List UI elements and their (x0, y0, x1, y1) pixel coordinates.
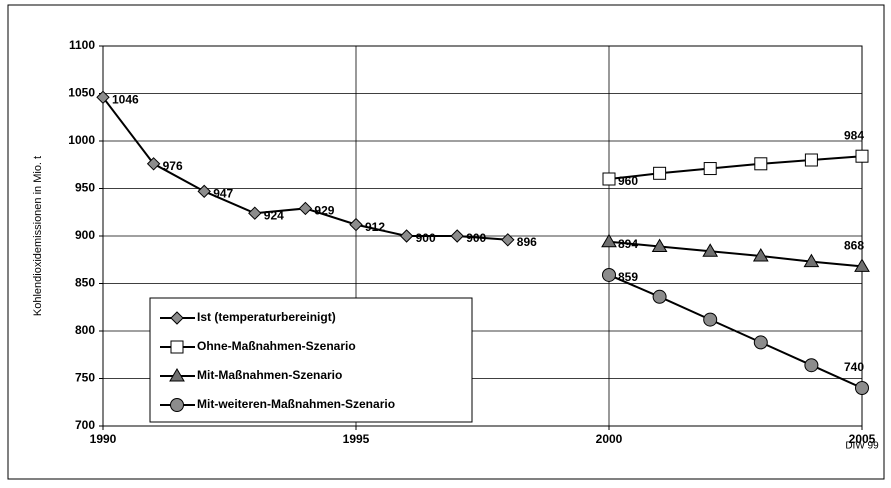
y-tick-label: 800 (75, 323, 95, 337)
marker (855, 381, 869, 395)
marker (602, 267, 616, 282)
legend-label: Mit-Maßnahmen-Szenario (197, 368, 342, 382)
marker (804, 358, 819, 373)
data-label: 900 (466, 231, 486, 245)
x-tick-label: 1995 (343, 432, 370, 446)
data-label: 740 (844, 360, 864, 374)
series-line (608, 155, 863, 180)
data-label: 868 (844, 239, 864, 253)
marker (170, 311, 184, 325)
marker (703, 162, 717, 176)
marker (298, 201, 313, 216)
y-tick-label: 950 (75, 181, 95, 195)
marker (854, 258, 870, 272)
marker (652, 289, 667, 304)
marker (754, 157, 768, 171)
x-tick-label: 2005 (849, 432, 876, 446)
marker (197, 184, 211, 199)
marker (170, 398, 184, 412)
marker (651, 238, 668, 252)
y-tick-label: 1050 (68, 86, 95, 100)
data-label: 976 (163, 159, 183, 173)
y-tick-label: 850 (75, 276, 95, 290)
marker (753, 335, 768, 350)
marker (169, 368, 185, 382)
marker (399, 229, 414, 243)
data-label: 947 (213, 187, 233, 201)
source-note: DIW 99 (845, 441, 879, 452)
legend-label: Ist (temperaturbereinigt) (197, 310, 336, 324)
data-label: 960 (618, 174, 638, 188)
y-tick-label: 750 (75, 371, 95, 385)
data-label: 894 (618, 237, 638, 251)
marker (349, 217, 363, 232)
marker (248, 206, 262, 220)
data-label: 924 (264, 208, 284, 222)
x-tick-label: 1990 (90, 432, 117, 446)
y-axis-label: Kohlendioxidemissionen in Mio. t (32, 156, 44, 316)
series-line (608, 274, 863, 389)
marker (752, 247, 769, 262)
series-line (608, 240, 863, 268)
marker (601, 233, 617, 248)
data-label: 900 (416, 231, 436, 245)
data-label: 984 (844, 128, 864, 142)
y-tick-label: 1000 (68, 133, 95, 147)
legend-box (149, 297, 473, 423)
marker (702, 243, 719, 257)
legend-label: Ohne-Maßnahmen-Szenario (197, 339, 356, 353)
data-label: 912 (365, 220, 385, 234)
legend-label: Mit-weiteren-Maßnahmen-Szenario (197, 397, 395, 411)
x-tick-label: 2000 (596, 432, 623, 446)
marker (450, 229, 464, 243)
data-label: 896 (517, 235, 537, 249)
marker (501, 233, 515, 247)
data-label: 1046 (112, 92, 139, 106)
marker (703, 312, 718, 327)
marker (855, 149, 869, 163)
marker (653, 166, 667, 180)
marker (170, 340, 184, 354)
y-tick-label: 700 (75, 418, 95, 432)
marker (803, 253, 820, 268)
y-tick-label: 1100 (69, 38, 95, 52)
data-label: 859 (618, 270, 638, 284)
data-label: 929 (314, 204, 334, 218)
y-tick-label: 900 (75, 228, 95, 242)
marker (146, 157, 161, 171)
frame (7, 4, 885, 480)
marker (602, 172, 616, 186)
marker (96, 90, 110, 105)
marker (804, 153, 818, 167)
